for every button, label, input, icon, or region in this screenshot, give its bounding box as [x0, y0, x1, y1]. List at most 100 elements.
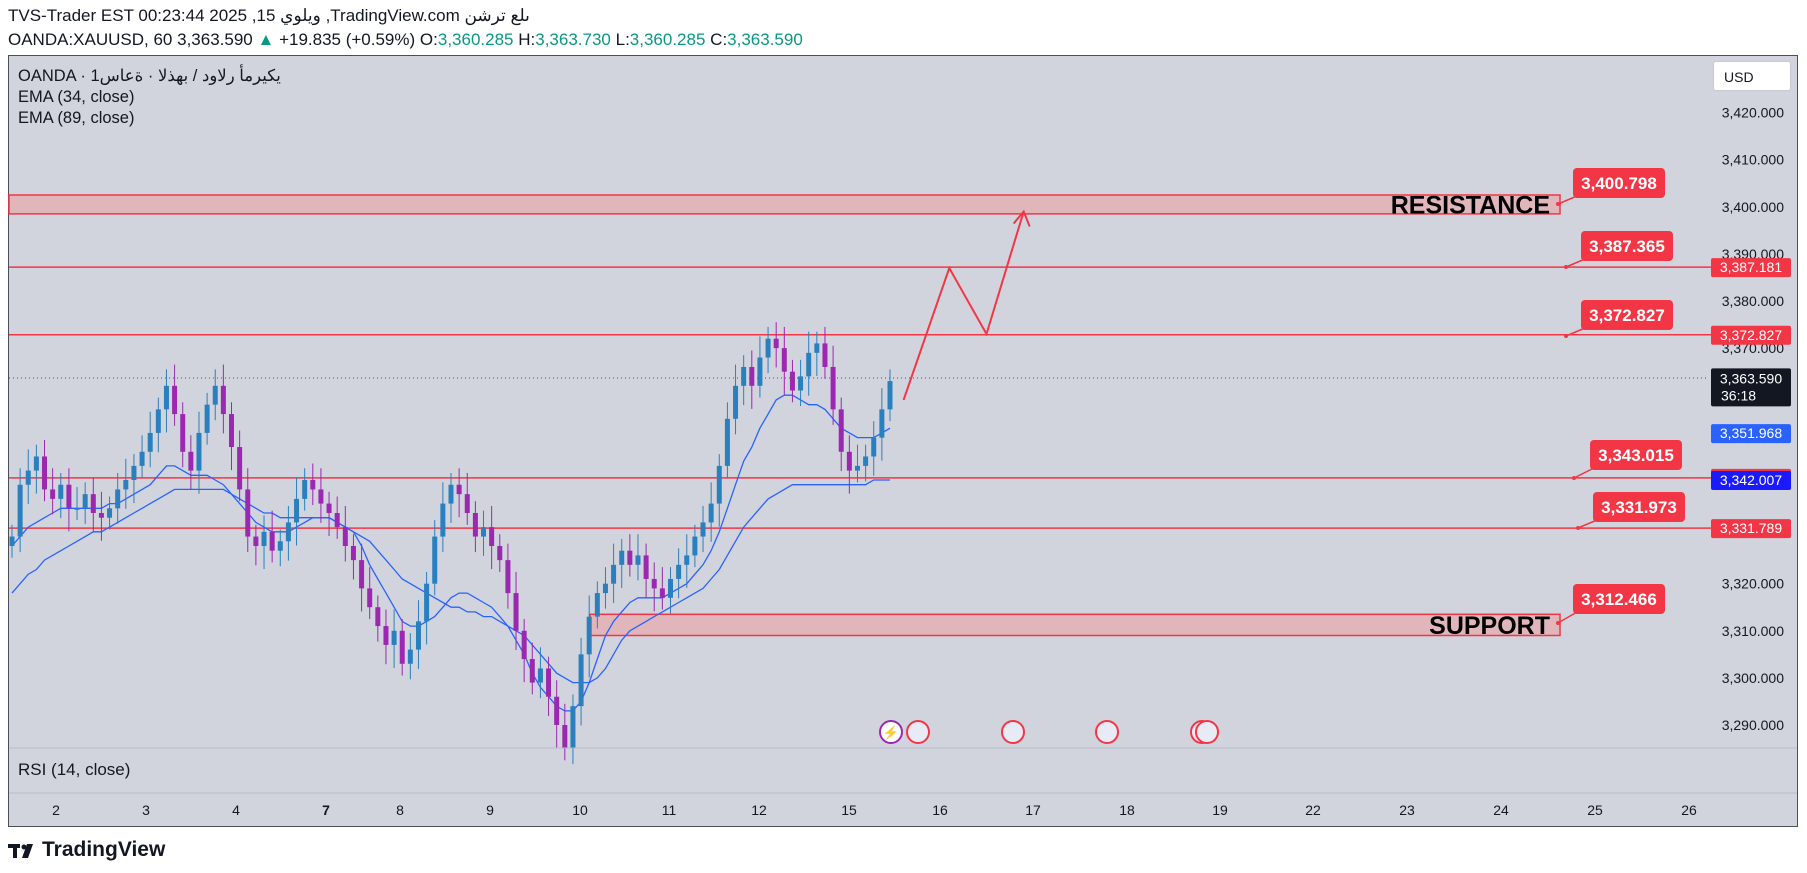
price-axis-tag-label: 3,331.789: [1720, 520, 1782, 536]
candle: [537, 668, 543, 683]
time-tick-label: 10: [572, 802, 588, 818]
up-arrow-icon: ▲: [257, 30, 275, 49]
time-tick-label: 16: [932, 802, 948, 818]
candle: [424, 583, 430, 622]
symbol-name[interactable]: OANDA:XAUUSD, 60: [8, 30, 173, 49]
legend-ema-34[interactable]: EMA (34, close): [18, 88, 135, 106]
high-label: H:: [518, 30, 536, 49]
candle: [269, 531, 275, 551]
legend-title[interactable]: OANDA · يكيرمأ رلاود / بهذلا · ةعاس1: [18, 67, 281, 85]
callout-anchor: [1556, 202, 1560, 206]
candle: [521, 630, 527, 660]
callout-leader: [1565, 327, 1586, 337]
zone-label: SUPPORT: [1429, 612, 1550, 640]
candle: [627, 550, 633, 565]
candle: [749, 366, 755, 386]
price-tick-label: 3,380.000: [1722, 293, 1784, 309]
candle: [9, 536, 15, 546]
candle: [635, 555, 641, 565]
callout-label: 3,400.798: [1581, 174, 1657, 193]
zone-resistance[interactable]: [8, 194, 1561, 215]
candle: [838, 409, 844, 452]
candle: [58, 484, 64, 499]
candle: [131, 465, 137, 481]
callout-leader: [1565, 258, 1586, 268]
brand-name: TradingView: [42, 838, 166, 861]
projection-path: [902, 211, 1025, 401]
callouts-layer: 3,400.798 3,387.365 3,372.827 3,343.015 3,33…: [1556, 168, 1685, 625]
candle: [123, 480, 129, 490]
time-tick-label: 8: [396, 802, 404, 818]
chart-legend: OANDA · يكيرمأ رلاود / بهذلا · ةعاس1 EMA…: [18, 66, 281, 129]
candle: [863, 456, 869, 466]
candle: [448, 484, 454, 504]
time-tick-label: 12: [751, 802, 767, 818]
callout-leader: [1573, 467, 1595, 479]
candle: [82, 494, 88, 509]
currency-selector[interactable]: USD: [1713, 61, 1791, 91]
candle: [107, 508, 113, 518]
candle: [318, 489, 324, 504]
candle: [562, 725, 568, 749]
candle: [773, 338, 779, 349]
legend-ema-89[interactable]: EMA (89, close): [18, 109, 135, 127]
price-tick-label: 3,420.000: [1722, 105, 1784, 121]
candle: [489, 527, 495, 546]
candle: [879, 409, 885, 438]
price-axis-tag-label: 3,387.181: [1720, 259, 1782, 275]
candle: [115, 489, 121, 509]
candle: [33, 456, 39, 471]
time-tick-label: 11: [662, 802, 677, 818]
candle: [277, 541, 283, 551]
candle: [806, 352, 812, 377]
candle: [147, 432, 153, 452]
price-tick-label: 3,300.000: [1722, 670, 1784, 686]
projection-arrowhead: [1012, 209, 1031, 227]
price-axis: 3,420.0003,410.0003,400.0003,390.0003,38…: [1711, 105, 1791, 733]
candle: [546, 668, 552, 697]
candle: [17, 484, 23, 537]
zone-support[interactable]: [589, 613, 1561, 637]
time-tick-label: 2: [52, 802, 60, 818]
candle: [42, 456, 48, 490]
chart-frame[interactable]: [8, 55, 1798, 827]
candle: [854, 465, 860, 471]
candle: [310, 480, 316, 490]
event-icons[interactable]: ⚡: [879, 720, 1219, 744]
close-value: 3,363.590: [727, 30, 803, 49]
tradingview-logo[interactable]: TradingView: [8, 838, 165, 862]
callout-anchor: [1576, 526, 1580, 530]
candle: [253, 536, 259, 546]
candle: [383, 626, 389, 645]
candle: [188, 451, 194, 471]
candle: [245, 489, 251, 537]
candle: [700, 522, 706, 537]
candle: [326, 503, 332, 514]
candle: [684, 555, 690, 565]
time-tick-label: 15: [841, 802, 857, 818]
candle: [375, 607, 381, 627]
candle: [887, 381, 893, 410]
price-axis-tag-label: 3,372.827: [1720, 327, 1782, 343]
rsi-legend[interactable]: RSI (14, close): [18, 760, 131, 779]
lightning-event-icon: [879, 720, 903, 744]
us-flag-event-icon: [1095, 720, 1119, 744]
candle: [594, 593, 600, 617]
svg-text:⚡: ⚡: [883, 725, 899, 741]
candle: [513, 593, 519, 631]
candle: [578, 654, 584, 707]
candle: [261, 531, 267, 546]
ema-layer: [11, 394, 891, 712]
candle: [676, 564, 682, 579]
callout-anchor: [1564, 265, 1568, 269]
candle: [789, 371, 795, 391]
candle: [619, 550, 625, 565]
candle: [66, 484, 72, 509]
candle: [350, 545, 356, 561]
candle: [229, 414, 234, 448]
callout-leader: [1557, 611, 1578, 624]
price-tick-label: 3,290.000: [1722, 717, 1784, 733]
callout-anchor: [1556, 621, 1560, 625]
candle: [757, 357, 763, 386]
